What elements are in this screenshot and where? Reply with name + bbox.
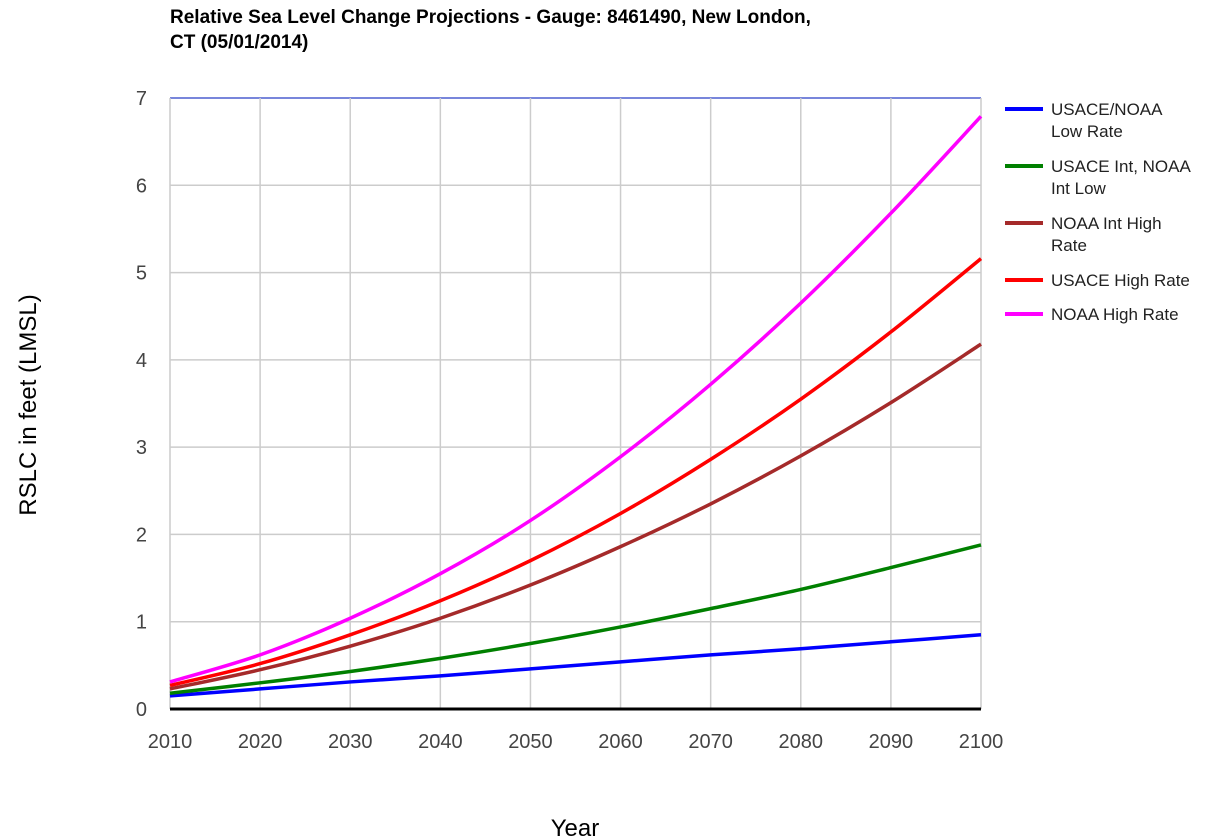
y-tick-label: 0 — [136, 699, 147, 721]
y-axis-label: RSLC in feet (LMSL) — [15, 294, 42, 515]
legend-label: USACE High Rate — [1051, 271, 1190, 290]
chart-title-line-1: Relative Sea Level Change Projections - … — [170, 7, 811, 28]
y-tick-label: 2 — [136, 524, 147, 546]
y-tick-label: 3 — [136, 437, 147, 459]
legend[interactable]: USACE/NOAA Low Rate USACE Int, NOAA Int Low… — [1005, 100, 1191, 324]
x-axis-label: Year — [551, 815, 600, 839]
legend-label: USACE Int, NOAA — [1051, 157, 1191, 176]
legend-label: NOAA Int High — [1051, 214, 1162, 233]
series-line-4 — [169, 115, 983, 684]
y-tick-label: 6 — [136, 175, 147, 197]
legend-label: Int Low — [1051, 179, 1107, 198]
x-tick-label: 2080 — [779, 731, 824, 753]
y-tick-label: 7 — [136, 88, 147, 110]
legend-item-0[interactable]: USACE/NOAA Low Rate — [1005, 100, 1163, 141]
x-tick-label: 2050 — [508, 731, 553, 753]
x-tick-label: 2100 — [959, 731, 1004, 753]
y-tick-label: 5 — [136, 263, 147, 285]
x-tick-label: 2070 — [688, 731, 733, 753]
grid-lines — [169, 97, 982, 709]
legend-item-1[interactable]: USACE Int, NOAA Int Low — [1005, 157, 1191, 198]
x-tick-label: 2010 — [148, 731, 193, 753]
x-tick-label: 2060 — [598, 731, 643, 753]
series-line-2 — [169, 342, 982, 691]
x-tick-label: 2020 — [238, 731, 283, 753]
legend-item-3[interactable]: USACE High Rate — [1005, 271, 1190, 290]
legend-label: USACE/NOAA — [1051, 100, 1163, 119]
x-tick-labels: 2010 2020 2030 2040 2050 2060 2070 2080 2090 2100 — [148, 731, 1004, 753]
x-tick-label: 2090 — [869, 731, 914, 753]
series-line-1 — [169, 543, 982, 696]
legend-label: NOAA High Rate — [1051, 305, 1179, 324]
series-line-3 — [169, 257, 983, 688]
legend-label: Low Rate — [1051, 122, 1123, 141]
y-tick-label: 4 — [136, 350, 147, 372]
x-tick-label: 2030 — [328, 731, 373, 753]
series-lines — [169, 115, 983, 698]
legend-item-4[interactable]: NOAA High Rate — [1005, 305, 1179, 324]
y-tick-label: 1 — [136, 612, 147, 634]
y-tick-labels: 0 1 2 3 4 5 6 7 — [136, 88, 147, 721]
x-tick-label: 2040 — [418, 731, 463, 753]
chart-title: Relative Sea Level Change Projections - … — [170, 5, 1020, 55]
legend-label: Rate — [1051, 236, 1087, 255]
series-line-0 — [169, 633, 982, 698]
chart-title-line-2: CT (05/01/2014) — [170, 32, 309, 53]
legend-item-2[interactable]: NOAA Int High Rate — [1005, 214, 1162, 255]
